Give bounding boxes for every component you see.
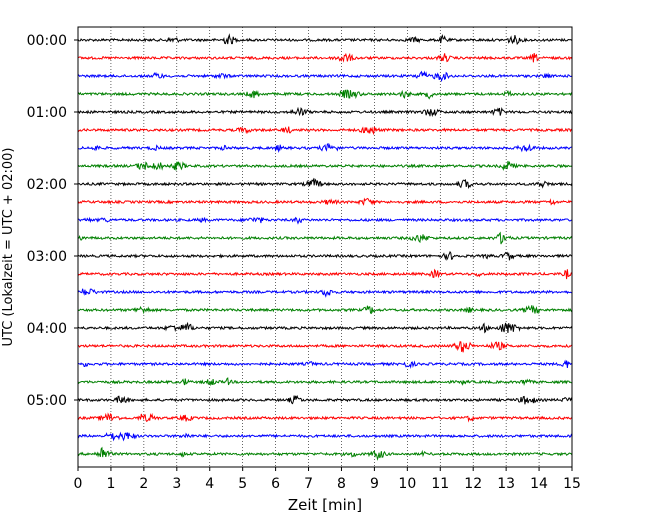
vertical-grid-lines <box>110 27 540 467</box>
plot-frame <box>77 26 573 468</box>
trace-row-19 <box>77 377 573 387</box>
y-tick-label: 02:00 <box>27 177 67 193</box>
x-tick-label: 11 <box>431 476 449 492</box>
x-tick-label: 5 <box>238 476 247 492</box>
trace-row-13 <box>77 268 573 280</box>
x-tick-label: 10 <box>398 476 416 492</box>
y-axis-ticks: 00:00 01:00 02:00 03:00 04:00 05:00 <box>27 33 78 409</box>
x-tick-label: 6 <box>271 476 280 492</box>
x-tick-label: 1 <box>106 476 115 492</box>
trace-row-10 <box>77 216 573 225</box>
trace-row-4 <box>77 106 573 118</box>
x-axis-label: Zeit [min] <box>288 496 362 514</box>
trace-row-11 <box>77 231 573 245</box>
x-tick-label: 8 <box>337 476 346 492</box>
trace-row-18 <box>77 359 573 369</box>
trace-row-0 <box>77 33 573 46</box>
trace-row-7 <box>77 160 573 171</box>
trace-row-23 <box>77 446 573 461</box>
trace-row-5 <box>77 126 573 136</box>
trace-row-6 <box>77 143 573 153</box>
x-tick-label: 4 <box>205 476 214 492</box>
y-axis-label: UTC (Lokalzeit = UTC + 02:00) <box>1 148 16 347</box>
x-tick-label: 9 <box>370 476 379 492</box>
y-tick-label: 00:00 <box>27 33 67 49</box>
x-tick-label: 0 <box>74 476 83 492</box>
y-tick-label: 01:00 <box>27 105 67 121</box>
x-tick-label: 7 <box>304 476 313 492</box>
trace-row-17 <box>77 341 573 353</box>
trace-row-16 <box>77 321 573 334</box>
x-tick-label: 14 <box>530 476 548 492</box>
trace-row-20 <box>77 394 573 405</box>
y-tick-label: 03:00 <box>27 249 67 265</box>
x-tick-label: 13 <box>497 476 515 492</box>
trace-row-1 <box>77 52 573 63</box>
x-tick-label: 15 <box>563 476 581 492</box>
trace-row-9 <box>77 197 573 206</box>
x-tick-label: 3 <box>172 476 181 492</box>
trace-row-2 <box>77 70 573 83</box>
y-tick-label: 04:00 <box>27 321 67 337</box>
trace-row-3 <box>77 89 573 100</box>
plot-area-background <box>78 27 572 467</box>
x-tick-label: 2 <box>139 476 148 492</box>
y-tick-label: 05:00 <box>27 393 67 409</box>
trace-row-14 <box>77 288 573 298</box>
trace-row-21 <box>77 412 573 423</box>
seismic-traces <box>77 33 573 461</box>
trace-row-22 <box>77 431 573 442</box>
x-axis-ticks: 0 1 2 3 4 5 6 7 8 9 10 11 12 13 14 15 <box>74 467 581 492</box>
trace-row-15 <box>77 305 573 315</box>
trace-row-8 <box>77 177 573 190</box>
trace-row-12 <box>77 250 573 261</box>
x-tick-label: 12 <box>464 476 482 492</box>
